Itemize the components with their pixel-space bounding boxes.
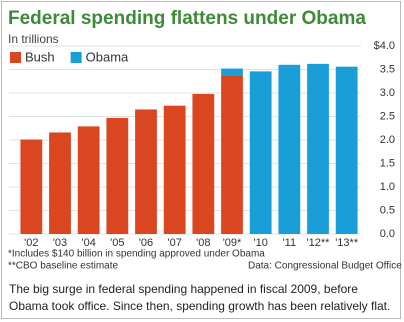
bar bbox=[307, 63, 329, 234]
bar bbox=[20, 139, 43, 234]
bar bbox=[221, 75, 243, 234]
bar bbox=[77, 126, 100, 234]
bar bbox=[249, 71, 272, 234]
legend-swatch bbox=[10, 52, 21, 63]
y-tick-label: 2.0 bbox=[380, 134, 395, 146]
legend-label: Obama bbox=[86, 49, 129, 64]
chart-subtitle: In trillions bbox=[8, 32, 59, 46]
x-tick-label: '03 bbox=[53, 237, 67, 249]
y-tick-label: 0.5 bbox=[380, 204, 395, 216]
y-tick-label: 1.0 bbox=[380, 181, 395, 193]
y-tick-label: 3.0 bbox=[380, 87, 395, 99]
source: Data: Congressional Budget Office bbox=[248, 261, 402, 272]
x-tick-label: '12** bbox=[307, 237, 331, 249]
bar bbox=[163, 105, 186, 234]
bar bbox=[221, 68, 243, 76]
bar bbox=[192, 93, 215, 234]
x-tick-label: '09* bbox=[223, 237, 242, 249]
chart-title: Federal spending flattens under Obama bbox=[8, 8, 366, 29]
x-tick-label: '06 bbox=[139, 237, 153, 249]
frame bbox=[1, 1, 401, 319]
bar bbox=[135, 109, 157, 234]
x-tick-label: '10 bbox=[253, 237, 267, 249]
x-tick-label: '08 bbox=[196, 237, 210, 249]
x-tick-label: '02 bbox=[24, 237, 38, 249]
y-tick-label: 0.0 bbox=[380, 228, 395, 240]
x-tick-label: '11 bbox=[283, 237, 297, 249]
note: **CBO baseline estimate bbox=[8, 261, 118, 272]
x-tick-label: '04 bbox=[81, 237, 95, 249]
note: *Includes $140 billion in spending appro… bbox=[8, 249, 265, 260]
bar bbox=[49, 132, 71, 234]
y-tick-label: 2.5 bbox=[380, 110, 395, 122]
x-tick-label: '13** bbox=[335, 237, 359, 249]
legend-swatch bbox=[70, 52, 82, 63]
bar bbox=[335, 66, 358, 235]
y-tick-label: $4.0 bbox=[374, 40, 395, 52]
x-tick-label: '05 bbox=[110, 237, 124, 249]
y-tick-label: 3.5 bbox=[380, 63, 395, 75]
bar bbox=[278, 64, 301, 234]
bar bbox=[106, 117, 129, 234]
legend-label: Bush bbox=[25, 49, 55, 64]
x-tick-label: '07 bbox=[167, 237, 181, 249]
y-tick-label: 1.5 bbox=[380, 157, 395, 169]
caption: The big surge in federal spending happen… bbox=[9, 282, 391, 313]
